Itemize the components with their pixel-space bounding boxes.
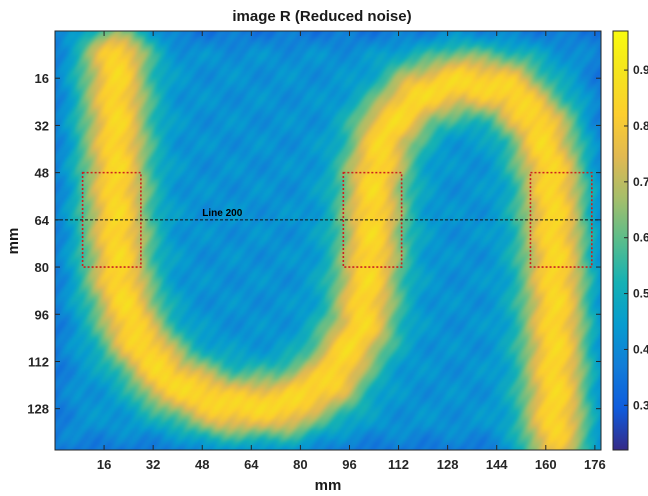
- y-tick-label: 96: [35, 307, 49, 322]
- colorbar: 0.3 0.4 0.5 0.6 0.7 0.8 0.9: [612, 30, 648, 451]
- x-tick-label: 48: [195, 457, 209, 472]
- overlay-layer: Line 200: [55, 171, 601, 268]
- colorbar-tick-label: 0.6: [633, 231, 648, 245]
- x-tick-label: 96: [342, 457, 356, 472]
- heatmap-image: [55, 31, 601, 450]
- line-profile-label: Line 200: [202, 208, 242, 219]
- colorbar-tick-label: 0.3: [633, 398, 648, 412]
- colorbar-tick-label: 0.7: [633, 175, 648, 189]
- y-tick-label: 48: [35, 166, 49, 181]
- x-tick-label: 112: [388, 457, 409, 472]
- colorbar-tick-label: 0.9: [633, 63, 648, 77]
- colorbar-tick-label: 0.8: [633, 119, 648, 133]
- x-tick-label: 80: [293, 457, 307, 472]
- colorbar-tick-label: 0.5: [633, 287, 648, 301]
- x-axis: 16 32 48 64 80 96 112 128 144 160 176: [97, 31, 606, 472]
- x-tick-label: 176: [584, 457, 606, 472]
- y-tick-label: 64: [35, 213, 50, 228]
- x-tick-label: 144: [486, 457, 508, 472]
- x-tick-label: 64: [244, 457, 259, 472]
- y-tick-label: 128: [27, 402, 49, 417]
- x-tick-label: 32: [146, 457, 160, 472]
- y-axis: 16 32 48 64 80 96 112 128: [27, 71, 601, 417]
- y-tick-label: 80: [35, 260, 49, 275]
- colorbar-tick-label: 0.4: [633, 342, 648, 356]
- y-tick-label: 16: [35, 71, 49, 86]
- chart-title: image R (Reduced noise): [232, 8, 411, 25]
- x-axis-label: mm: [315, 477, 342, 494]
- colorbar-scale: [612, 30, 629, 451]
- x-tick-label: 160: [535, 457, 557, 472]
- colorbar-ticks: 0.3 0.4 0.5 0.6 0.7 0.8 0.9: [624, 63, 648, 412]
- plot-frame: [54, 30, 602, 451]
- x-tick-label: 16: [97, 457, 111, 472]
- x-tick-label: 128: [437, 457, 459, 472]
- y-tick-label: 112: [28, 354, 49, 369]
- y-axis-label: mm: [5, 228, 22, 255]
- y-tick-label: 32: [35, 118, 49, 133]
- plot-area: Line 200: [54, 30, 602, 451]
